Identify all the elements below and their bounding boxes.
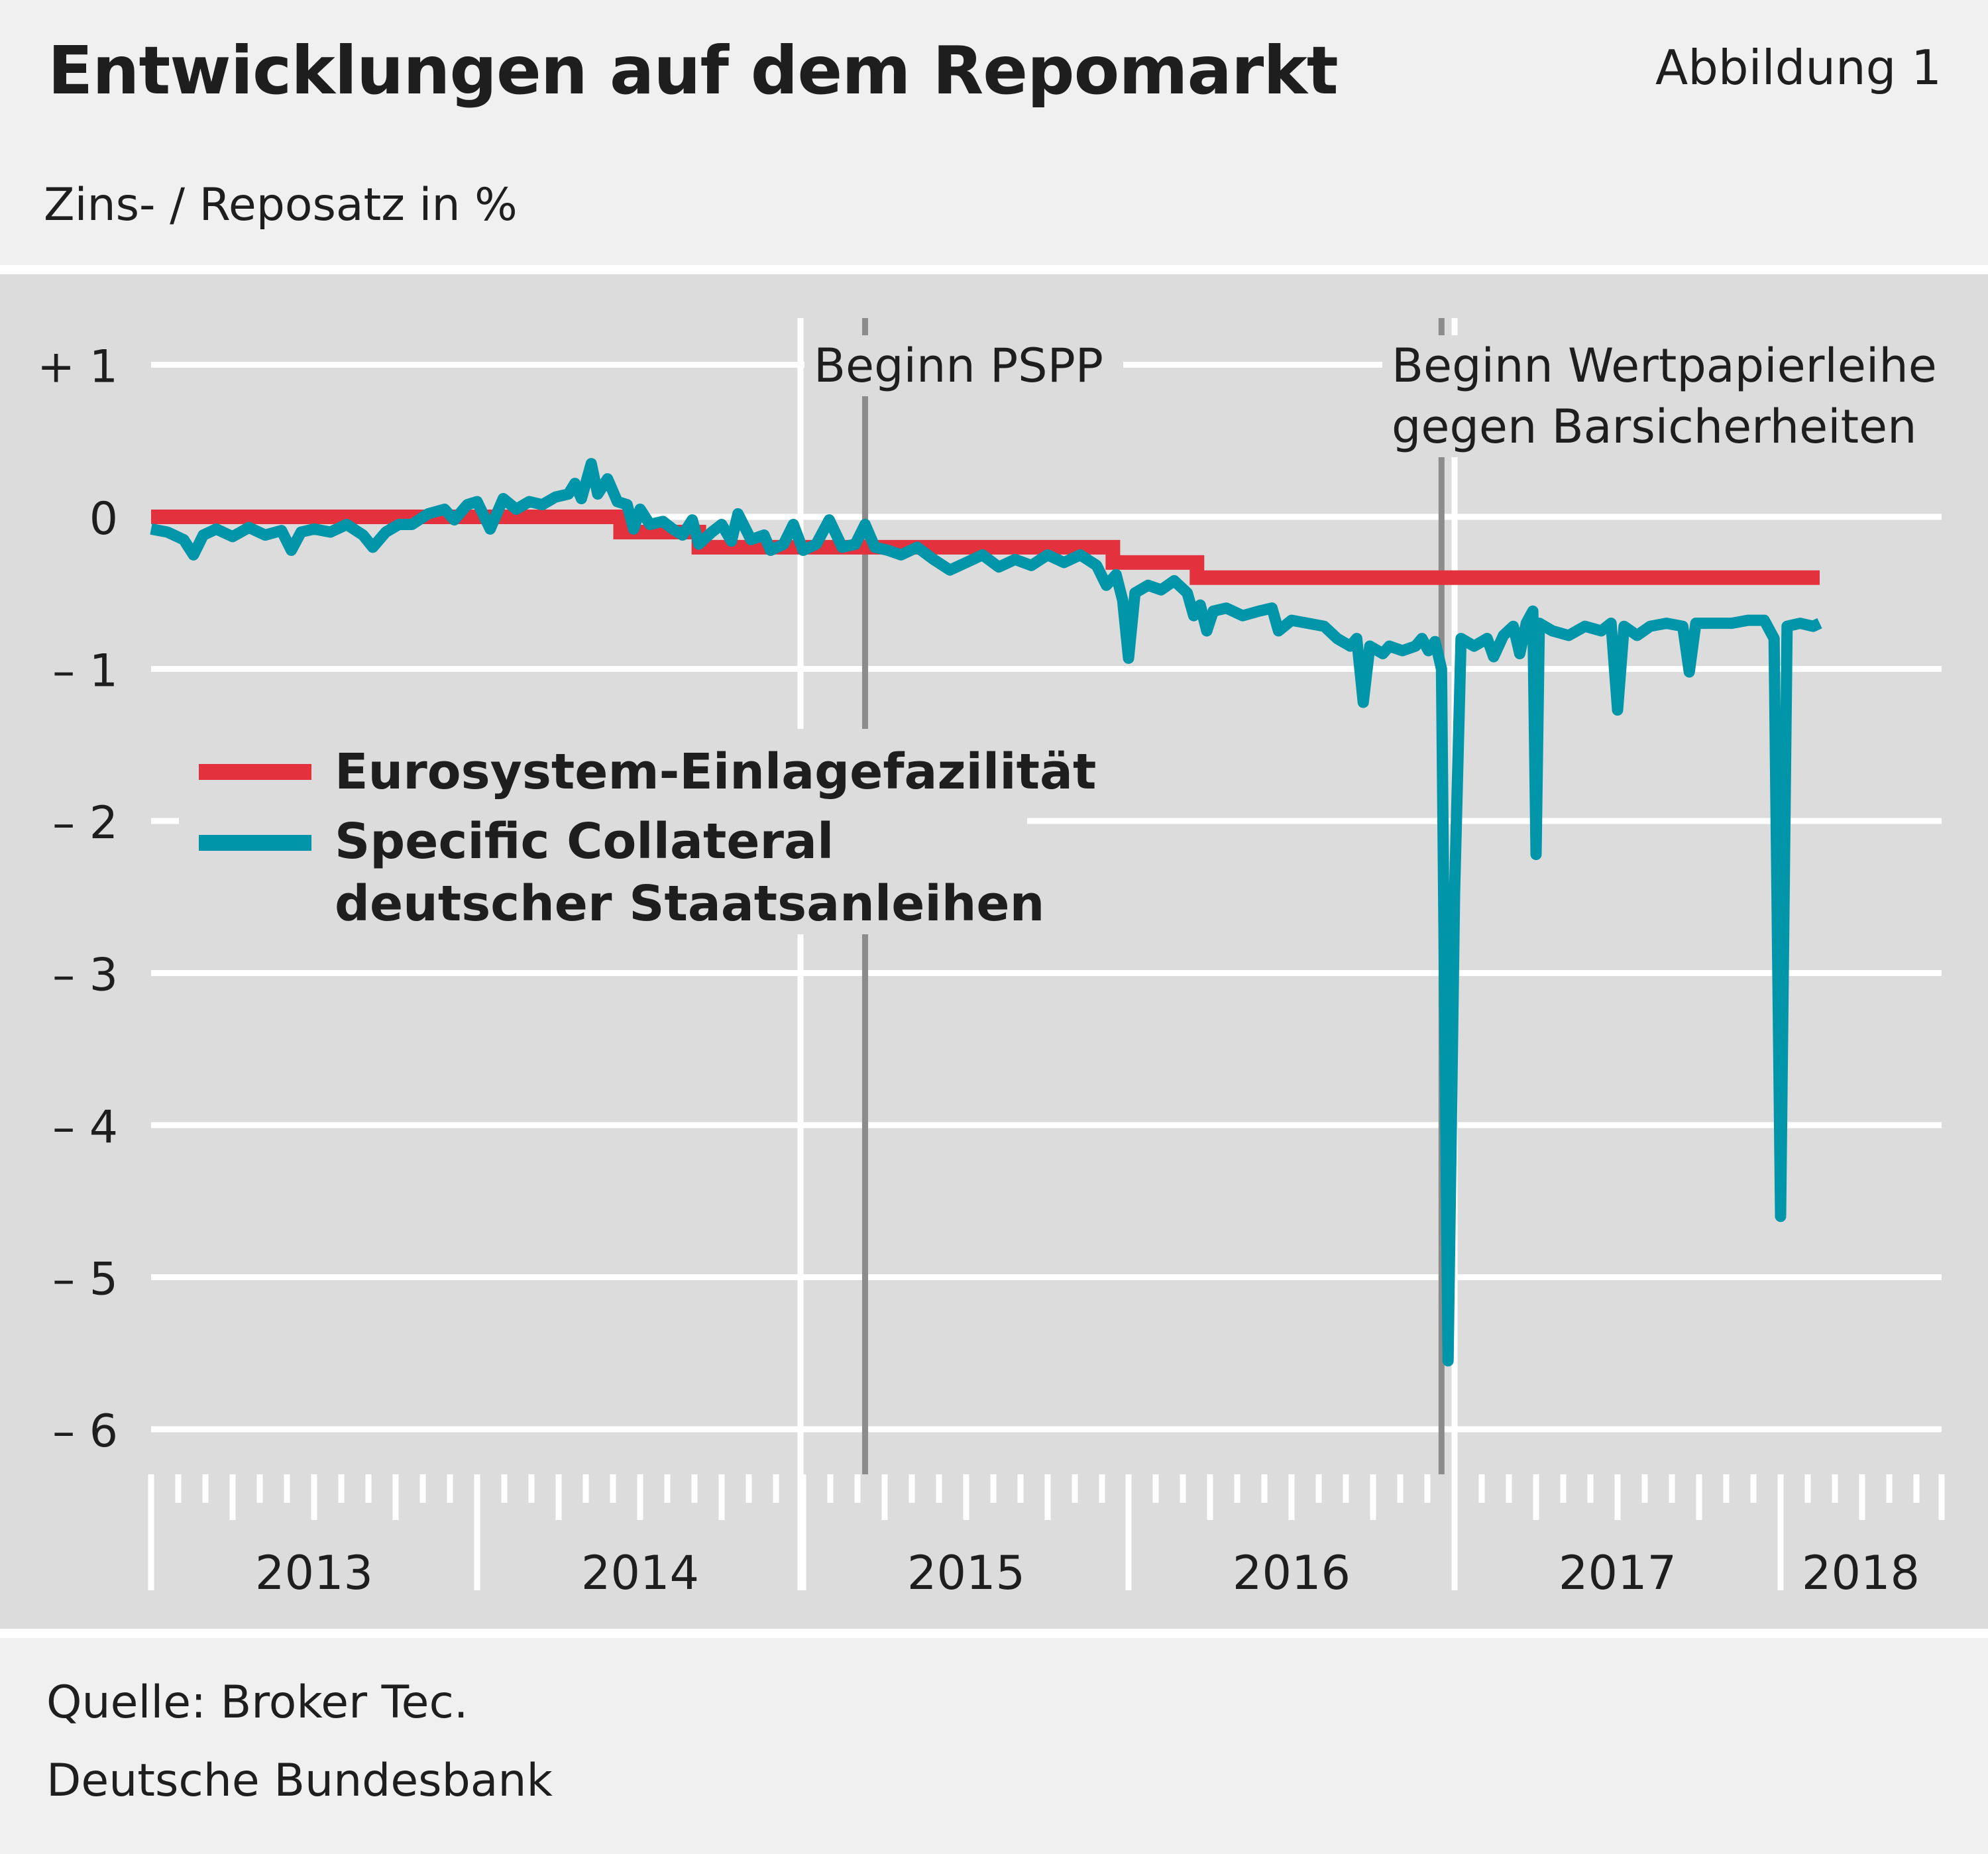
x-year-label: 2013	[255, 1546, 373, 1600]
legend: Eurosystem-Einlagefazilität Specific Coll…	[179, 729, 1096, 934]
x-year-label: 2017	[1559, 1546, 1677, 1600]
x-year-label: 2014	[581, 1546, 699, 1600]
plot-area	[0, 274, 1988, 1629]
x-year-label: 2016	[1233, 1546, 1351, 1600]
y-tick-label: – 3	[52, 950, 118, 1002]
y-tick-label: – 2	[52, 797, 118, 849]
event-label-background	[804, 335, 1123, 396]
event-markers: Beginn PSPP Beginn Wertpapierleihe gegen B…	[797, 318, 1988, 1590]
footer-divider	[0, 1629, 1988, 1638]
y-tick-label: – 6	[52, 1405, 118, 1458]
y-tick-label: – 1	[52, 645, 118, 698]
event-label-background	[1382, 335, 1988, 396]
legend-label-specific: Specific Collateral	[335, 813, 834, 870]
y-tick-labels: + 1 0 – 1 – 2 – 3 – 4 – 5 – 6	[37, 341, 118, 1458]
header-divider	[0, 265, 1988, 274]
event-label: Beginn PSPP	[814, 339, 1103, 393]
publisher-note: Deutsche Bundesbank	[46, 1755, 553, 1807]
event-label: Beginn Wertpapierleihe	[1392, 339, 1937, 393]
event-label-background	[1382, 396, 1973, 457]
series-lines	[150, 458, 1822, 1367]
event-label: gegen Barsicherheiten	[1392, 400, 1916, 454]
y-tick-label: – 4	[52, 1101, 118, 1154]
y-tick-label: – 5	[52, 1254, 118, 1306]
x-year-label: 2018	[1802, 1546, 1920, 1600]
y-tick-label: 0	[89, 493, 118, 545]
figure-number: Abbildung 1	[1655, 40, 1942, 95]
series-line-specific	[150, 458, 1822, 1367]
x-year-label: 2015	[907, 1546, 1025, 1600]
legend-label-specific: deutscher Staatsanleihen	[335, 875, 1044, 932]
chart-title: Entwicklungen auf dem Repomarkt	[48, 32, 1339, 109]
source-note: Quelle: Broker Tec.	[46, 1676, 469, 1729]
legend-background	[179, 729, 1027, 934]
y-axis-unit-label: Zins- / Reposatz in %	[44, 179, 518, 231]
y-tick-label: + 1	[37, 341, 118, 394]
legend-label-deposit: Eurosystem-Einlagefazilität	[335, 743, 1096, 800]
x-axis: 2013 2014 2015 2016 2017 2018	[148, 1474, 1945, 1600]
